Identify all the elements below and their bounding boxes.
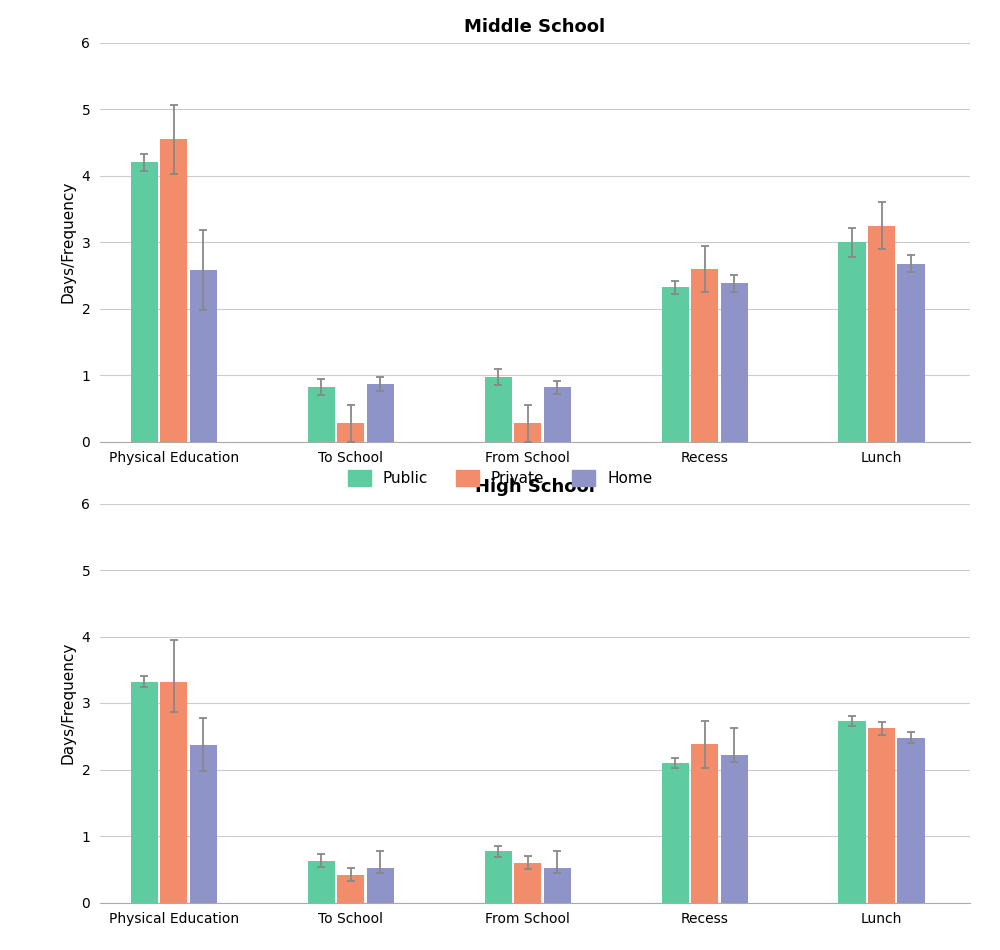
Bar — [544, 868, 571, 902]
Bar — [691, 269, 718, 442]
Bar — [160, 139, 187, 442]
Bar — [485, 377, 512, 442]
Bar — [337, 875, 364, 902]
Bar — [131, 162, 158, 442]
Legend: Public, Private, Home: Public, Private, Home — [342, 464, 658, 492]
Bar — [897, 737, 925, 902]
Bar — [514, 423, 541, 442]
Bar — [721, 755, 748, 902]
Bar — [337, 423, 364, 442]
Bar — [691, 744, 718, 902]
Y-axis label: Days/Frequency: Days/Frequency — [61, 642, 76, 764]
Bar — [514, 863, 541, 902]
Bar — [868, 226, 895, 442]
Bar — [160, 682, 187, 902]
Bar — [131, 682, 158, 902]
Bar — [190, 745, 217, 902]
Bar — [838, 721, 866, 902]
Bar — [721, 283, 748, 442]
Bar — [838, 242, 866, 442]
Bar — [367, 384, 394, 442]
Bar — [897, 263, 925, 442]
Bar — [868, 729, 895, 902]
Bar — [367, 868, 394, 902]
Title: High School: High School — [475, 479, 595, 497]
Y-axis label: Days/Frequency: Days/Frequency — [61, 181, 76, 303]
Bar — [485, 851, 512, 902]
Title: Middle School: Middle School — [464, 18, 606, 36]
Bar — [544, 388, 571, 442]
Bar — [662, 763, 689, 902]
Bar — [308, 388, 335, 442]
Bar — [662, 288, 689, 442]
Bar — [308, 861, 335, 902]
Bar — [190, 270, 217, 442]
